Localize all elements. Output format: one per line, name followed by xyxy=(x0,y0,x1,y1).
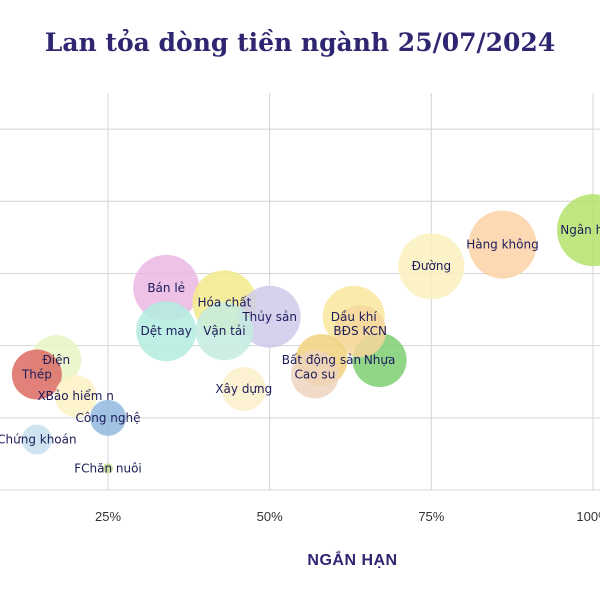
bubble-label: Thủy sản xyxy=(241,310,297,324)
x-tick-label: 75% xyxy=(418,509,444,524)
bubble-point[interactable] xyxy=(11,349,62,400)
bubble-point[interactable] xyxy=(195,302,254,361)
bubble-label: Điện xyxy=(42,353,70,367)
bubble-label: Thép xyxy=(21,368,52,382)
bubble-point[interactable] xyxy=(557,194,600,267)
bubble-label: Ngân hàng xyxy=(560,223,600,237)
x-tick-labels: 25% 50% 75% 100% xyxy=(95,509,600,524)
bubble-point[interactable] xyxy=(468,210,537,279)
bubble-label: Dệt may xyxy=(141,324,192,338)
bubble-label: Nhựa xyxy=(364,353,396,367)
bubble-label: Hóa chất xyxy=(198,295,252,309)
bubble-label: Công nghệ xyxy=(76,411,141,425)
bubble-point[interactable] xyxy=(54,375,97,418)
bubble-series xyxy=(11,194,600,474)
bubble-label: Hàng không xyxy=(466,238,539,252)
bubble-point[interactable] xyxy=(133,254,200,321)
bubble-point[interactable] xyxy=(103,463,113,474)
bubble-point[interactable] xyxy=(221,366,266,411)
bubble-label: Xây dựng xyxy=(215,382,272,396)
bubble-label: Đường xyxy=(412,259,451,273)
bubble-label: Dầu khí xyxy=(331,310,378,324)
bubble-label: Chứng khoán xyxy=(0,432,77,446)
bubble-label: Bất động sản xyxy=(282,353,361,367)
bubble-point[interactable] xyxy=(90,399,126,436)
bubble-point[interactable] xyxy=(136,301,197,362)
bubble-label: Cao su xyxy=(295,368,336,382)
bubble-point[interactable] xyxy=(334,305,387,358)
x-axis-title: NGẮN HẠN xyxy=(307,552,398,569)
bubble-point[interactable] xyxy=(21,424,52,455)
bubble-point[interactable] xyxy=(238,285,301,348)
x-tick-label: 50% xyxy=(257,509,283,524)
bubble-label: BĐS KCN xyxy=(333,324,387,338)
grid-lines xyxy=(0,93,600,491)
bubble-point[interactable] xyxy=(290,350,339,399)
bubble-label: Bán lẻ xyxy=(147,281,185,295)
bubble-label: Vận tải xyxy=(203,324,245,338)
bubble-point[interactable] xyxy=(398,233,465,300)
x-tick-label: 100% xyxy=(576,509,600,524)
bubble-label: XBảo hiểm n xyxy=(37,389,113,403)
bubble-label: FChăn nuôi xyxy=(74,461,142,475)
x-tick-label: 25% xyxy=(95,509,121,524)
chart-title: Lan tỏa dòng tiền ngành 25/07/2024 xyxy=(44,28,556,57)
